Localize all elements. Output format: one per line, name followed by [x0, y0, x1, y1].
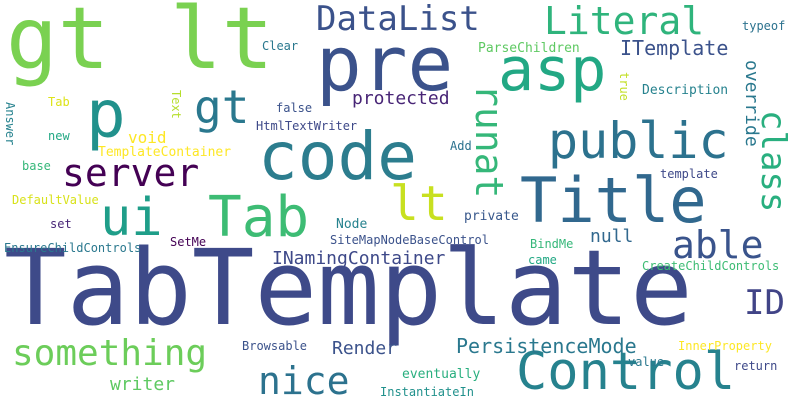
word-bindme: BindMe	[530, 237, 574, 251]
word-browsable: Browsable	[242, 339, 308, 353]
word-id: ID	[744, 283, 785, 323]
word-title: Title	[520, 164, 707, 237]
word-tab: Tab	[48, 95, 70, 109]
word-able: able	[672, 223, 764, 267]
word-sitemapnodebasecontrol: SiteMapNodeBaseControl	[330, 233, 489, 247]
word-description: Description	[642, 83, 729, 98]
word-void: void	[128, 128, 167, 147]
word-server: server	[62, 151, 200, 195]
word-something: something	[12, 333, 208, 374]
word-code: code	[258, 118, 417, 195]
word-lt-large: lt	[170, 0, 274, 89]
word-new: new	[48, 129, 70, 143]
word-answer: Answer	[3, 102, 17, 146]
word-templatecontainer: TemplateContainer	[98, 145, 232, 160]
word-eventually: eventually	[402, 367, 481, 382]
word-tab-large: Tab	[208, 185, 310, 250]
word-typeof: typeof	[742, 19, 786, 33]
word-control: Control	[516, 342, 736, 400]
word-runat: runat	[467, 84, 511, 199]
word-defaultvalue: DefaultValue	[12, 193, 99, 207]
word-gt: gt	[194, 80, 250, 134]
word-render: Render	[332, 338, 398, 359]
word-writer: writer	[110, 374, 176, 395]
word-value: value	[628, 355, 665, 369]
word-asp: asp	[498, 35, 607, 105]
word-ensurechildcontrols: EnsureChildControls	[4, 241, 142, 255]
word-private: private	[464, 209, 519, 224]
word-override: override	[741, 60, 762, 147]
word-htmltextwriter: HtmlTextWriter	[256, 119, 358, 133]
word-tabtemplate: TabTemplate	[4, 227, 693, 349]
word-lt: lt	[390, 176, 448, 232]
word-set: set	[50, 217, 72, 231]
word-false: false	[276, 101, 313, 115]
word-literal: Literal	[544, 0, 705, 43]
word-base: base	[22, 159, 51, 173]
word-itemplate: ITemplate	[620, 36, 729, 60]
word-persistencemode: PersistenceMode	[456, 334, 637, 358]
word-return: return	[734, 359, 778, 373]
word-gt-large: gt	[6, 0, 110, 89]
word-nice: nice	[258, 359, 350, 400]
word-setme: SetMe	[170, 235, 207, 249]
word-createchildcontrols: CreateChildControls	[642, 259, 780, 273]
word-add: Add	[450, 139, 472, 153]
word-ui: ui	[100, 188, 163, 248]
word-instantiatein: InstantiateIn	[380, 385, 474, 399]
word-pre: pre	[316, 19, 454, 108]
word-inamingcontainer: INamingContainer	[272, 248, 446, 269]
word-public: public	[548, 112, 729, 170]
word-p: p	[86, 76, 126, 153]
word-came: came	[528, 253, 557, 267]
word-innerproperty: InnerProperty	[678, 339, 772, 353]
word-clear: Clear	[262, 39, 299, 53]
word-datalist: DataList	[316, 0, 480, 39]
word-node: Node	[336, 217, 368, 232]
word-true: true	[617, 72, 631, 101]
word-text: Text	[169, 90, 183, 119]
word-parsechildren: ParseChildren	[478, 41, 580, 56]
word-null: null	[590, 226, 634, 247]
word-template: template	[660, 167, 718, 181]
word-class: class	[753, 110, 793, 213]
word-protected: protected	[352, 88, 450, 109]
